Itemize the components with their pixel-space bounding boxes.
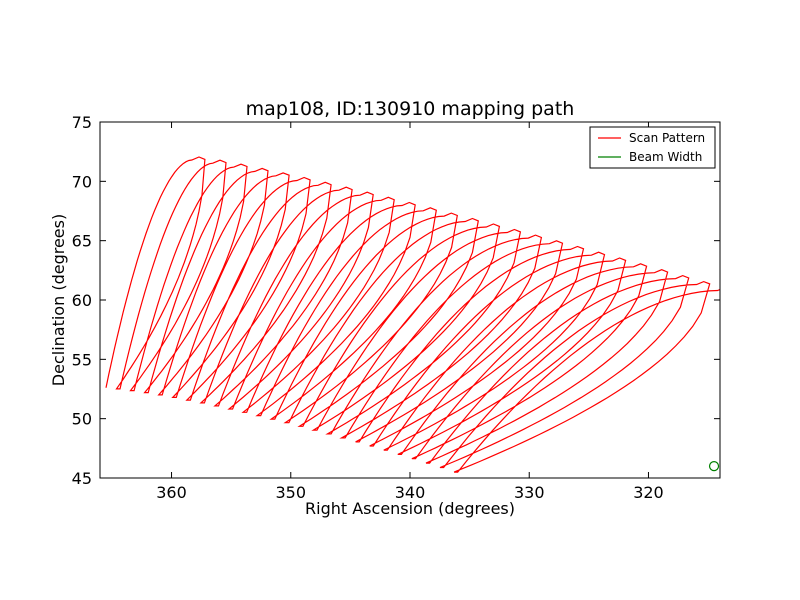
- scan-pattern-line: [105, 156, 720, 473]
- legend: Scan Pattern Beam Width: [589, 126, 716, 169]
- x-axis: 360 350 340 330 320: [156, 122, 664, 502]
- legend-label-beam-width: Beam Width: [629, 150, 702, 164]
- x-tick-label: 340: [395, 483, 426, 502]
- y-axis: 45 50 55 60 65 70 75: [72, 113, 720, 488]
- y-axis-label: Declination (degrees): [49, 214, 68, 386]
- y-tick-label: 45: [72, 469, 92, 488]
- legend-box: [589, 126, 716, 169]
- legend-label-scan-pattern: Scan Pattern: [629, 131, 705, 145]
- y-tick-label: 55: [72, 350, 92, 369]
- scan-pattern-series: [105, 156, 720, 473]
- x-tick-label: 350: [275, 483, 306, 502]
- y-tick-label: 75: [72, 113, 92, 132]
- x-tick-label: 330: [514, 483, 545, 502]
- x-tick-label: 360: [156, 483, 187, 502]
- y-tick-label: 60: [72, 291, 92, 310]
- y-tick-label: 65: [72, 232, 92, 251]
- x-tick-label: 320: [633, 483, 664, 502]
- chart-title: map108, ID:130910 mapping path: [246, 98, 575, 120]
- beam-width-marker: [708, 461, 720, 472]
- y-tick-label: 50: [72, 410, 92, 429]
- beam-width-series: [708, 461, 720, 472]
- x-axis-label: Right Ascension (degrees): [305, 499, 515, 518]
- y-tick-label: 70: [72, 172, 92, 191]
